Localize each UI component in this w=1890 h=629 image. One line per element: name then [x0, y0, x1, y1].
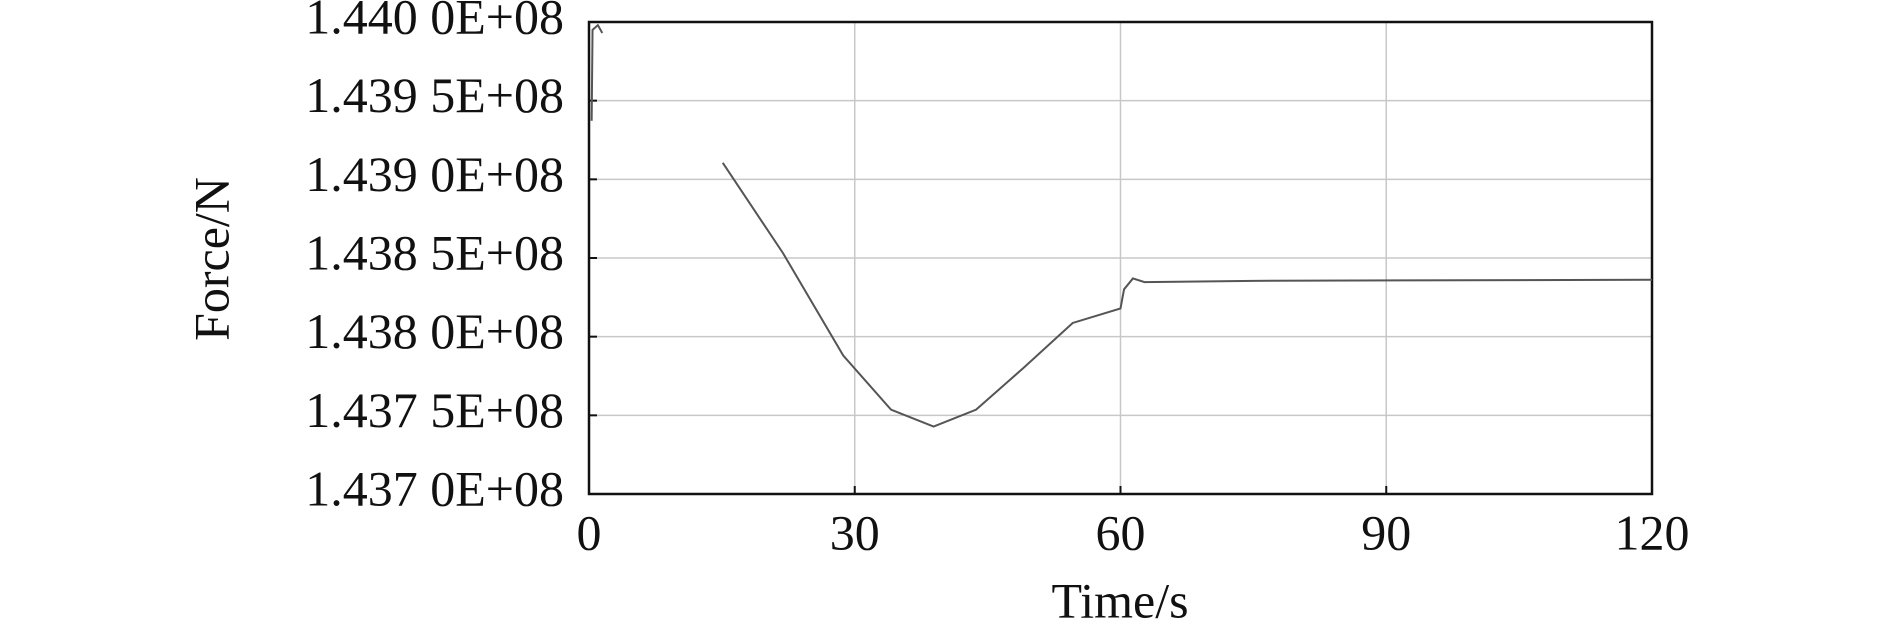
x-tick-label: 30 [830, 504, 880, 560]
x-tick-label: 0 [577, 504, 602, 560]
y-tick-label: 1.438 5E+08 [305, 224, 564, 280]
y-axis-label: Force/N [183, 177, 239, 341]
y-tick-label: 1.439 0E+08 [305, 146, 564, 202]
x-tick-label: 60 [1096, 504, 1146, 560]
y-tick-label: 1.438 0E+08 [305, 303, 564, 359]
x-axis-label: Time/s [1051, 572, 1188, 628]
y-tick-label: 1.437 5E+08 [305, 382, 564, 438]
y-tick-label: 1.437 0E+08 [305, 460, 564, 516]
x-tick-label: 90 [1361, 504, 1411, 560]
y-tick-label: 1.440 0E+08 [305, 0, 564, 44]
plot-frame [587, 20, 1654, 496]
data-line [590, 23, 1653, 428]
y-tick-label: 1.439 5E+08 [305, 67, 564, 123]
x-tick-label: 120 [1615, 504, 1690, 560]
